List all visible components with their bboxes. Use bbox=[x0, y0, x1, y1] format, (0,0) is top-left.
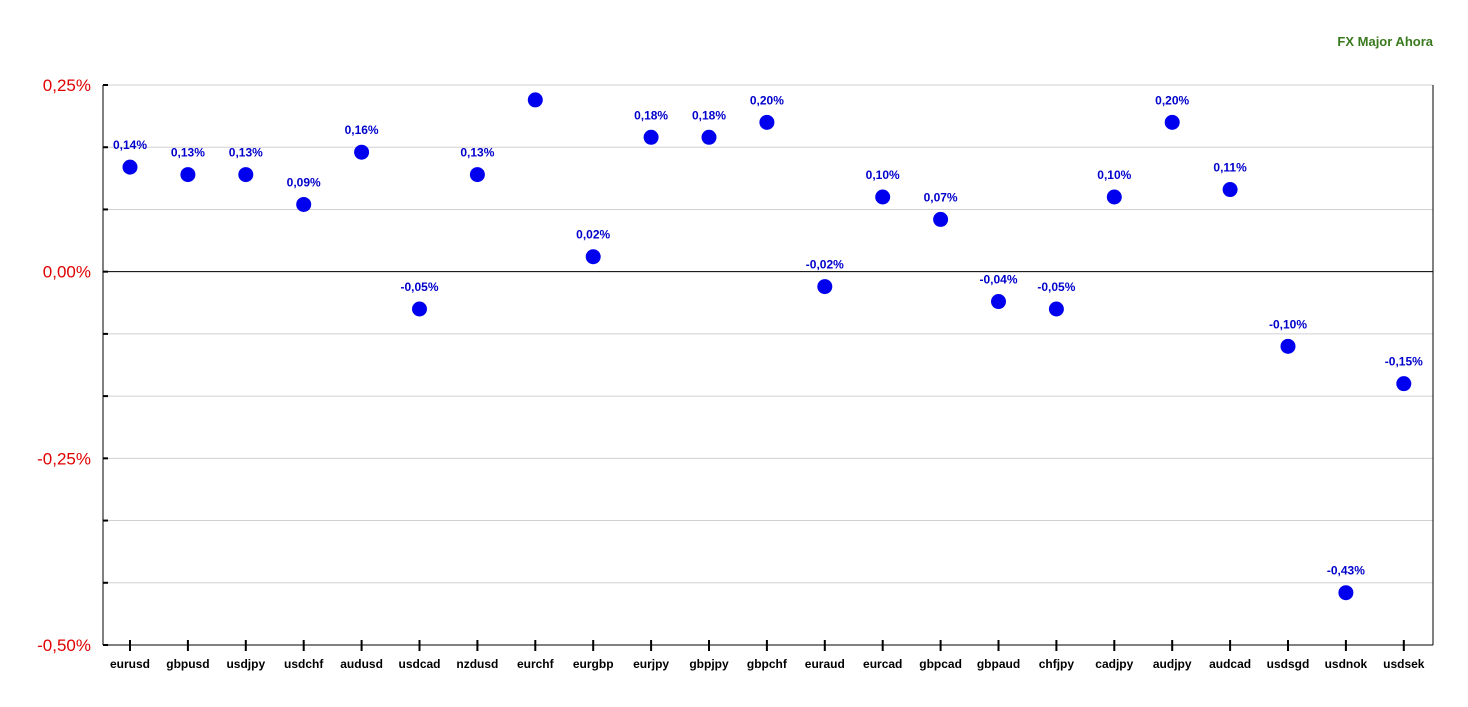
data-point bbox=[759, 114, 775, 130]
data-label: 0,16% bbox=[345, 123, 379, 137]
data-point bbox=[180, 167, 196, 183]
data-point bbox=[817, 279, 833, 295]
data-label: 0,13% bbox=[460, 146, 494, 160]
x-tick-label: eurjpy bbox=[633, 657, 669, 671]
x-tick-label: nzdusd bbox=[456, 657, 498, 671]
data-point bbox=[1338, 585, 1354, 601]
data-point bbox=[238, 167, 254, 183]
x-tick-label: euraud bbox=[805, 657, 845, 671]
data-label: -0,15% bbox=[1385, 355, 1423, 369]
data-point bbox=[933, 211, 949, 227]
x-tick-label: audusd bbox=[340, 657, 383, 671]
data-label: 0,11% bbox=[1213, 161, 1247, 175]
data-point bbox=[296, 196, 312, 212]
data-label: -0,43% bbox=[1327, 564, 1365, 578]
data-point bbox=[1222, 182, 1238, 198]
data-point bbox=[412, 301, 427, 317]
data-points bbox=[122, 92, 1412, 601]
x-tick-label: gbpcad bbox=[919, 657, 962, 671]
axes bbox=[102, 85, 1434, 646]
data-point bbox=[354, 144, 370, 160]
data-label: 0,02% bbox=[576, 228, 610, 242]
y-tick-label: 0,00% bbox=[43, 263, 91, 282]
y-tick-label: -0,50% bbox=[37, 636, 91, 655]
data-point bbox=[469, 167, 485, 183]
data-label: -0,02% bbox=[806, 258, 844, 272]
data-point bbox=[122, 159, 138, 175]
x-tick-label: gbpaud bbox=[977, 657, 1020, 671]
data-labels: 0,14% 0,13% 0,13% 0,09% 0,16% -0,05% 0,13% 0,02… bbox=[113, 93, 1423, 577]
data-point bbox=[643, 129, 659, 145]
x-tick-label: audcad bbox=[1209, 657, 1251, 671]
x-tick-label: gbpusd bbox=[166, 657, 209, 671]
x-tick-label: usdsgd bbox=[1267, 657, 1310, 671]
x-tick-label: cadjpy bbox=[1095, 657, 1133, 671]
data-label: -0,05% bbox=[400, 280, 438, 294]
data-point bbox=[875, 189, 891, 205]
y-tick-label: -0,25% bbox=[37, 449, 91, 468]
data-point bbox=[1164, 114, 1180, 130]
x-tick-label: chfjpy bbox=[1039, 657, 1075, 671]
data-label: -0,05% bbox=[1037, 280, 1075, 294]
data-label: 0,20% bbox=[1155, 93, 1189, 107]
data-label: 0,10% bbox=[866, 168, 900, 182]
data-point bbox=[1106, 189, 1122, 205]
y-axis-ticks: 0,25% 0,00% -0,25% -0,50% bbox=[37, 76, 108, 655]
data-label: -0,04% bbox=[979, 273, 1017, 287]
data-label: 0,13% bbox=[229, 146, 263, 160]
x-tick-label: eurusd bbox=[110, 657, 150, 671]
y-tick-label: 0,25% bbox=[43, 76, 91, 95]
data-point bbox=[701, 129, 717, 145]
data-point bbox=[585, 249, 601, 265]
data-label: 0,14% bbox=[113, 138, 147, 152]
data-label: 0,10% bbox=[1097, 168, 1131, 182]
x-tick-label: usdchf bbox=[284, 657, 324, 671]
data-label: -0,10% bbox=[1269, 317, 1307, 331]
x-tick-label: audjpy bbox=[1153, 657, 1192, 671]
x-tick-label: usdcad bbox=[398, 657, 440, 671]
x-tick-label: usdnok bbox=[1325, 657, 1368, 671]
data-label: 0,18% bbox=[692, 108, 726, 122]
x-tick-label: usdjpy bbox=[226, 657, 265, 671]
chart-title: FX Major Ahora bbox=[1337, 34, 1433, 49]
data-label: 0,07% bbox=[924, 190, 958, 204]
data-label: 0,13% bbox=[171, 146, 205, 160]
data-point bbox=[1396, 376, 1412, 392]
data-point bbox=[991, 294, 1006, 310]
x-tick-label: gbpjpy bbox=[689, 657, 729, 671]
x-tick-label: eurchf bbox=[517, 657, 555, 671]
data-point bbox=[1280, 338, 1296, 354]
data-label: 0,09% bbox=[287, 175, 321, 189]
x-axis-ticks: eurusd gbpusd usdjpy usdchf audusd usdcad nzdu… bbox=[110, 640, 1425, 671]
data-label: 0,20% bbox=[750, 93, 784, 107]
data-point bbox=[527, 92, 543, 108]
x-tick-label: eurcad bbox=[863, 657, 902, 671]
data-point bbox=[1048, 301, 1064, 317]
x-tick-label: eurgbp bbox=[573, 657, 614, 671]
x-tick-label: gbpchf bbox=[747, 657, 788, 671]
data-label: 0,18% bbox=[634, 108, 668, 122]
x-tick-label: usdsek bbox=[1383, 657, 1425, 671]
